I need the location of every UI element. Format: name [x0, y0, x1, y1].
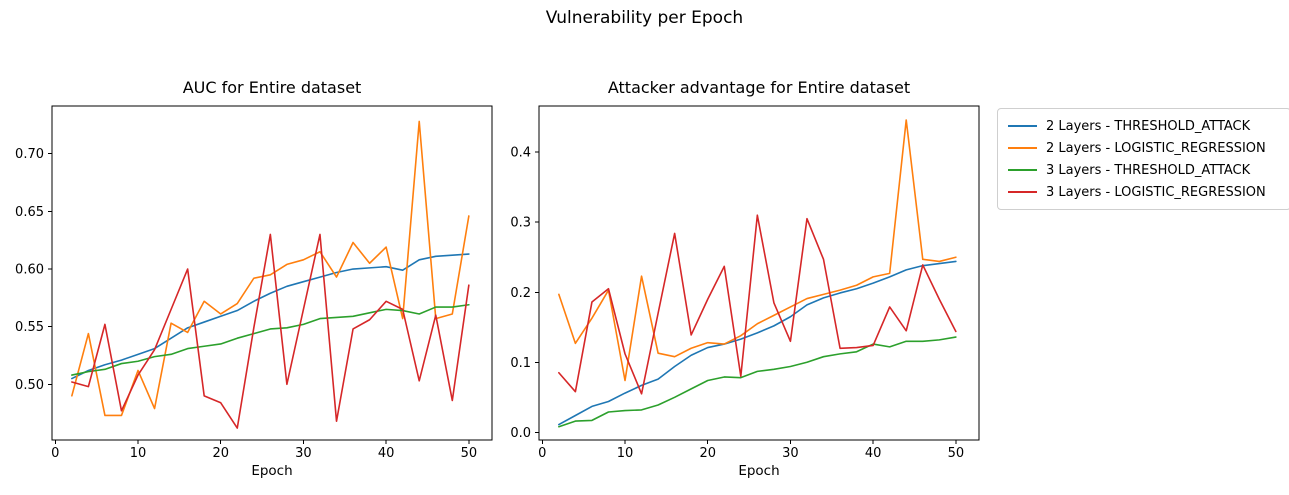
x-tick-label: 10: [617, 446, 634, 461]
y-tick-label: 0.50: [15, 378, 44, 393]
series-line-2-layers-logistic-regression: [71, 120, 470, 417]
y-tick-label: 0.60: [15, 263, 44, 278]
x-tick-label: 30: [782, 446, 799, 461]
legend-line-swatch-red: [1008, 191, 1037, 193]
legend-item-2layers-logistic: 2 Layers - LOGISTIC_REGRESSION: [1008, 137, 1284, 159]
series-line-2-layers-logistic-regression: [558, 119, 957, 382]
legend-label: 2 Layers - THRESHOLD_ATTACK: [1046, 118, 1251, 134]
legend-label: 3 Layers - LOGISTIC_REGRESSION: [1046, 184, 1266, 200]
figure-title: Vulnerability per Epoch: [545, 8, 744, 28]
x-tick-label: 20: [699, 446, 716, 461]
plot-frame: [51, 105, 493, 441]
x-tick-label: 10: [130, 446, 147, 461]
auc-xaxis-label: Epoch: [251, 463, 293, 479]
y-tick-label: 0.65: [15, 205, 44, 220]
y-tick-label: 0.1: [510, 356, 531, 371]
legend-item-2layers-threshold: 2 Layers - THRESHOLD_ATTACK: [1008, 115, 1284, 137]
series-line-3-layers-logistic-regression: [558, 214, 957, 395]
legend-label: 3 Layers - THRESHOLD_ATTACK: [1046, 162, 1251, 178]
y-tick-label: 0.3: [510, 216, 531, 231]
series-line-3-layers-threshold-attack: [558, 336, 957, 428]
x-tick-label: 0: [538, 446, 546, 461]
legend-line-swatch-blue: [1008, 125, 1037, 127]
x-tick-label: 30: [295, 446, 312, 461]
x-tick-label: 50: [948, 446, 965, 461]
legend-line-swatch-orange: [1008, 147, 1037, 149]
x-tick-label: 50: [461, 446, 478, 461]
series-line-2-layers-threshold-attack: [558, 260, 957, 426]
x-tick-label: 20: [212, 446, 229, 461]
series-line-2-layers-threshold-attack: [71, 253, 470, 380]
y-tick-label: 0.70: [15, 147, 44, 162]
legend-item-3layers-threshold: 3 Layers - THRESHOLD_ATTACK: [1008, 159, 1284, 181]
y-tick-label: 0.0: [510, 426, 531, 441]
x-tick-label: 40: [378, 446, 395, 461]
auc-subplot-title: AUC for Entire dataset: [182, 78, 362, 97]
y-tick-label: 0.2: [510, 286, 531, 301]
legend-item-3layers-logistic: 3 Layers - LOGISTIC_REGRESSION: [1008, 181, 1284, 203]
x-tick-label: 40: [865, 446, 882, 461]
y-tick-label: 0.4: [510, 146, 531, 161]
legend: 2 Layers - THRESHOLD_ATTACK 2 Layers - L…: [997, 108, 1289, 210]
plot-frame: [538, 105, 980, 441]
advantage-subplot-title: Attacker advantage for Entire dataset: [607, 78, 911, 97]
legend-label: 2 Layers - LOGISTIC_REGRESSION: [1046, 140, 1266, 156]
legend-line-swatch-green: [1008, 169, 1037, 171]
advantage-xaxis-label: Epoch: [738, 463, 780, 479]
y-tick-label: 0.55: [15, 320, 44, 335]
x-tick-label: 0: [51, 446, 59, 461]
series-line-3-layers-logistic-regression: [71, 233, 470, 429]
